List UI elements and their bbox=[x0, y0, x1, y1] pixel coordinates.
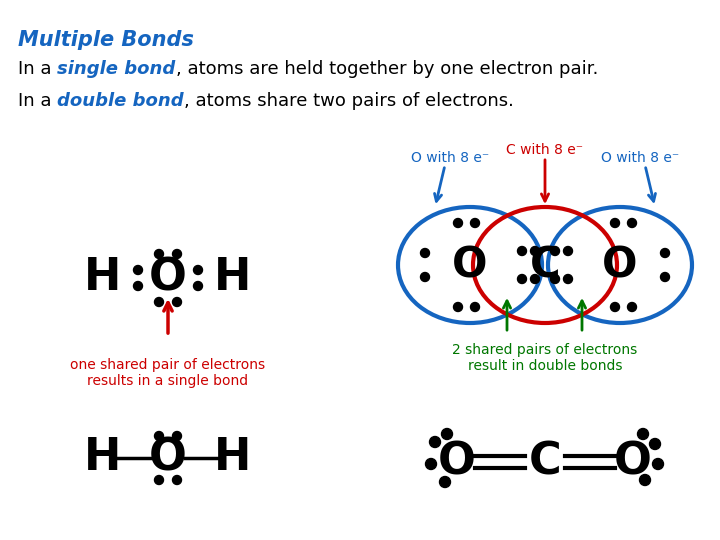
Circle shape bbox=[439, 476, 451, 488]
Text: C with 8 e⁻: C with 8 e⁻ bbox=[506, 143, 584, 157]
Circle shape bbox=[470, 302, 480, 312]
Circle shape bbox=[173, 298, 181, 307]
Text: O: O bbox=[614, 441, 652, 483]
Circle shape bbox=[551, 246, 559, 255]
Text: Multiple Bonds: Multiple Bonds bbox=[18, 30, 194, 50]
Circle shape bbox=[194, 266, 202, 274]
Text: O with 8 e⁻: O with 8 e⁻ bbox=[411, 151, 489, 165]
Circle shape bbox=[611, 302, 619, 312]
Text: , atoms share two pairs of electrons.: , atoms share two pairs of electrons. bbox=[184, 92, 514, 110]
Circle shape bbox=[628, 219, 636, 227]
Circle shape bbox=[441, 429, 452, 440]
Circle shape bbox=[611, 219, 619, 227]
Circle shape bbox=[133, 281, 143, 291]
Circle shape bbox=[194, 281, 202, 291]
Text: one shared pair of electrons
results in a single bond: one shared pair of electrons results in … bbox=[71, 358, 266, 388]
Text: double bond: double bond bbox=[58, 92, 184, 110]
Circle shape bbox=[454, 219, 462, 227]
Circle shape bbox=[173, 431, 181, 441]
Circle shape bbox=[649, 438, 660, 449]
Text: O: O bbox=[452, 244, 487, 286]
Text: C: C bbox=[528, 441, 562, 483]
Text: H: H bbox=[215, 256, 252, 300]
Text: In a: In a bbox=[18, 92, 58, 110]
Circle shape bbox=[564, 274, 572, 284]
Circle shape bbox=[652, 458, 664, 469]
Text: C: C bbox=[530, 244, 560, 286]
Circle shape bbox=[155, 476, 163, 484]
Text: O: O bbox=[602, 244, 638, 286]
Circle shape bbox=[660, 248, 670, 258]
Text: H: H bbox=[84, 256, 122, 300]
Circle shape bbox=[133, 266, 143, 274]
Text: O: O bbox=[438, 441, 476, 483]
Circle shape bbox=[173, 476, 181, 484]
Circle shape bbox=[155, 298, 163, 307]
Text: O: O bbox=[149, 436, 187, 480]
Circle shape bbox=[531, 246, 539, 255]
Circle shape bbox=[155, 431, 163, 441]
Circle shape bbox=[531, 274, 539, 284]
Circle shape bbox=[420, 273, 430, 281]
Text: H: H bbox=[215, 436, 252, 480]
Circle shape bbox=[155, 249, 163, 259]
Circle shape bbox=[454, 302, 462, 312]
Circle shape bbox=[518, 246, 526, 255]
Text: 2 shared pairs of electrons
result in double bonds: 2 shared pairs of electrons result in do… bbox=[452, 343, 638, 373]
Circle shape bbox=[426, 458, 436, 469]
Circle shape bbox=[470, 219, 480, 227]
Text: O with 8 e⁻: O with 8 e⁻ bbox=[601, 151, 679, 165]
Circle shape bbox=[518, 274, 526, 284]
Text: , atoms are held together by one electron pair.: , atoms are held together by one electro… bbox=[176, 60, 598, 78]
Circle shape bbox=[173, 249, 181, 259]
Circle shape bbox=[639, 475, 650, 485]
Text: In a: In a bbox=[18, 60, 58, 78]
Circle shape bbox=[430, 436, 441, 448]
Text: O: O bbox=[149, 256, 187, 300]
Text: H: H bbox=[84, 436, 122, 480]
Circle shape bbox=[551, 274, 559, 284]
Circle shape bbox=[660, 273, 670, 281]
Circle shape bbox=[420, 248, 430, 258]
Circle shape bbox=[564, 246, 572, 255]
Text: single bond: single bond bbox=[58, 60, 176, 78]
Circle shape bbox=[637, 429, 649, 440]
Circle shape bbox=[628, 302, 636, 312]
